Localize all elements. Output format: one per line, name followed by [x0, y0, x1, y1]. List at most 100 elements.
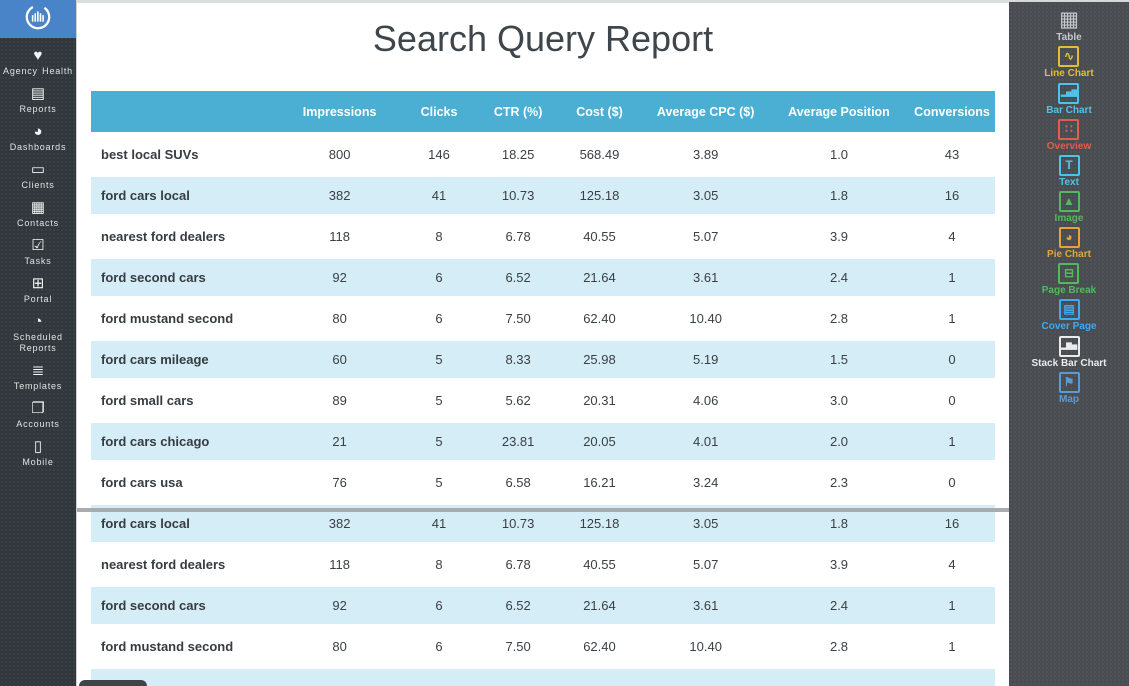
widget-line-chart[interactable]: ∿ Line Chart [1044, 45, 1094, 79]
metric-cell [768, 669, 910, 686]
widget-table[interactable]: ▦ Table [1056, 8, 1081, 43]
sidebar-item-label: Portal [23, 294, 53, 304]
metric-cell: 6.78 [479, 546, 557, 583]
page-break-icon: ⊟ [1058, 262, 1080, 284]
query-cell: ford cars local [91, 177, 281, 214]
sidebar-item-contacts[interactable]: ▦ Contacts [0, 199, 76, 229]
widget-overview[interactable]: ∷ Overview [1046, 118, 1092, 152]
widget-label: Page Break [1041, 284, 1097, 296]
metric-cell: 7.50 [479, 628, 557, 665]
metric-cell: 1 [909, 628, 995, 665]
report-title: Search Query Report [372, 18, 714, 59]
sidebar-item-portal[interactable]: ⊞ Portal [0, 275, 76, 305]
app-logo[interactable] [0, 0, 76, 38]
metric-cell: 2.0 [768, 423, 910, 460]
widget-label: Overview [1046, 140, 1092, 152]
widget-label: Cover Page [1041, 320, 1097, 332]
sidebar-item-tasks[interactable]: ☑ Tasks [0, 237, 76, 267]
widget-label: Bar Chart [1046, 104, 1092, 116]
sidebar-item-label: Contacts [17, 218, 59, 228]
metric-cell: 2.4 [768, 259, 910, 296]
sidebar-item-scheduled-reports[interactable]: ◔ Scheduled Reports [0, 313, 76, 354]
sidebar-item-templates[interactable]: ≣ Templates [0, 362, 76, 392]
widget-stack-bar-chart[interactable]: ▂▇▅ Stack Bar Chart [1031, 335, 1107, 369]
column-header: Cost ($) [556, 91, 643, 132]
query-cell: ford cars usa [91, 464, 281, 501]
metric-cell: 1.0 [768, 136, 910, 173]
metric-cell: 4 [909, 546, 995, 583]
heart-icon: ♥ [33, 47, 43, 64]
sidebar-item-accounts[interactable]: ❐ Accounts [0, 400, 76, 430]
metric-cell: 10.73 [479, 177, 557, 214]
column-header [91, 91, 281, 132]
metric-cell: 2.3 [768, 464, 910, 501]
metric-cell: 6 [398, 587, 480, 624]
table-header: Impressions Clicks CTR (%) Cost ($) Average … [91, 91, 995, 132]
table-row: ford second cars 92 6 6.52 21.64 3.61 2.4 1 [91, 587, 995, 624]
widget-pie-chart[interactable]: ◕ Pie Chart [1047, 226, 1091, 260]
widget-page-break[interactable]: ⊟ Page Break [1041, 262, 1097, 296]
metric-cell: 6.52 [479, 259, 557, 296]
sidebar-item-label: Clients [21, 180, 55, 190]
table-row [91, 669, 995, 686]
metric-cell: 3.61 [642, 587, 769, 624]
metric-cell: 5.07 [642, 546, 769, 583]
metric-cell: 1.8 [768, 505, 910, 542]
metric-cell: 8.33 [479, 341, 557, 378]
widget-image[interactable]: ▲ Image [1054, 190, 1084, 224]
table-row: ford cars chicago 21 5 23.81 20.05 4.01 2.0 1 [91, 423, 995, 460]
pie-icon: ◕ [33, 123, 43, 140]
widget-label: Stack Bar Chart [1031, 357, 1107, 369]
metric-cell: 6 [398, 259, 480, 296]
metric-cell: 16.21 [556, 464, 643, 501]
sidebar-item-reports[interactable]: ▤ Reports [0, 85, 76, 115]
metric-cell: 80 [280, 628, 399, 665]
metric-cell: 0 [909, 341, 995, 378]
sidebar-item-mobile[interactable]: ▯ Mobile [0, 438, 76, 468]
query-cell: ford second cars [91, 587, 281, 624]
metric-cell: 146 [398, 136, 480, 173]
column-header: Average CPC ($) [642, 91, 769, 132]
widget-cover-page[interactable]: ▤ Cover Page [1041, 298, 1097, 332]
briefcase-icon: ▭ [30, 161, 46, 178]
metric-cell: 41 [398, 505, 480, 542]
widget-bar-chart[interactable]: ▂▅▇ Bar Chart [1046, 82, 1092, 116]
metric-cell: 6.58 [479, 464, 557, 501]
metric-cell: 125.18 [556, 177, 643, 214]
widget-label: Table [1056, 31, 1082, 43]
metric-cell: 4.06 [642, 382, 769, 419]
sidebar-item-clients[interactable]: ▭ Clients [0, 161, 76, 191]
metric-cell: 800 [280, 136, 399, 173]
table-row: ford cars local 382 41 10.73 125.18 3.05 1.8 16 [91, 177, 995, 214]
search-query-table[interactable]: Impressions Clicks CTR (%) Cost ($) Average … [91, 87, 995, 686]
sidebar-item-label: Scheduled Reports [13, 332, 63, 353]
metric-cell: 8 [398, 218, 480, 255]
metric-cell: 21.64 [556, 587, 643, 624]
bottom-toolbar-flap[interactable] [79, 680, 147, 686]
metric-cell: 76 [280, 464, 399, 501]
sidebar-item-agency-health[interactable]: ♥ Agency Health [0, 47, 76, 77]
metric-cell: 1 [909, 423, 995, 460]
widget-palette: ▦ Table ∿ Line Chart ▂▅▇ Bar Chart ∷ Overview T T… [1009, 0, 1129, 686]
tasks-icon: ☑ [31, 237, 45, 254]
metric-cell: 2.4 [768, 587, 910, 624]
metric-cell: 5.62 [479, 382, 557, 419]
query-cell: best local SUVs [91, 136, 281, 173]
column-header: Impressions [280, 91, 399, 132]
sidebar-item-label: Templates [13, 381, 63, 391]
widget-label: Image [1054, 212, 1084, 224]
sidebar-item-dashboards[interactable]: ◕ Dashboards [0, 123, 76, 153]
metric-cell: 62.40 [556, 628, 643, 665]
metric-cell: 92 [280, 587, 399, 624]
metric-cell: 125.18 [556, 505, 643, 542]
metric-cell: 5.07 [642, 218, 769, 255]
widget-text[interactable]: T Text [1058, 154, 1080, 188]
query-cell: ford second cars [91, 259, 281, 296]
widget-map[interactable]: ⚑ Map [1058, 371, 1080, 405]
metric-cell: 382 [280, 505, 399, 542]
metric-cell: 62.40 [556, 300, 643, 337]
metric-cell: 21.64 [556, 259, 643, 296]
metric-cell: 1 [909, 587, 995, 624]
metric-cell: 2.8 [768, 628, 910, 665]
table-row: ford cars mileage 60 5 8.33 25.98 5.19 1.5 0 [91, 341, 995, 378]
